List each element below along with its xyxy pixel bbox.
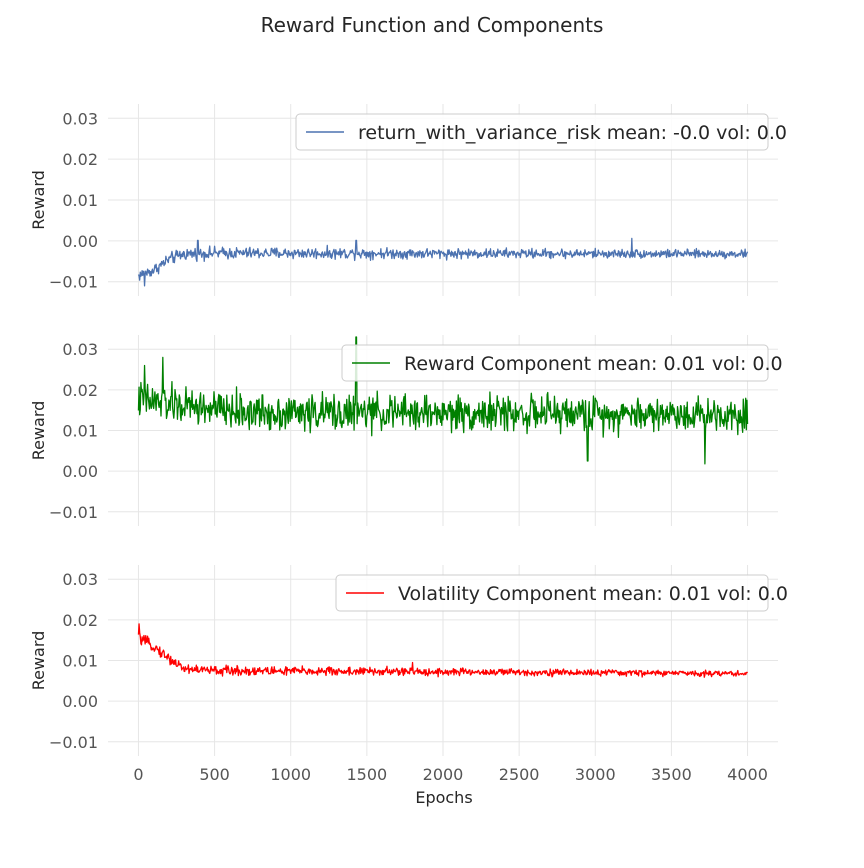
series-line xyxy=(137,623,748,678)
x-tick-label: 3500 xyxy=(651,765,692,784)
legend-box xyxy=(335,574,769,612)
y-tick-label: 0.03 xyxy=(62,340,98,359)
x-tick-label: 2000 xyxy=(423,765,464,784)
y-tick-label: 0.03 xyxy=(62,109,98,128)
y-tick-label: 0.02 xyxy=(62,150,98,169)
x-tick-label: 1500 xyxy=(347,765,388,784)
legend-label: return_with_variance_risk mean: -0.0 vol… xyxy=(358,122,787,144)
y-axis-label: Reward xyxy=(29,170,48,230)
y-tick-label: 0.00 xyxy=(62,462,98,481)
y-tick-label: −0.01 xyxy=(49,273,98,292)
y-tick-label: 0.01 xyxy=(62,422,98,441)
x-tick-label: 500 xyxy=(199,765,230,784)
x-tick-label: 4000 xyxy=(727,765,768,784)
x-tick-label: 2500 xyxy=(499,765,540,784)
series-line xyxy=(137,237,749,287)
x-tick-label: 3000 xyxy=(575,765,616,784)
legend-label: Reward Component mean: 0.01 vol: 0.0 xyxy=(404,353,783,375)
legend-label: Volatility Component mean: 0.01 vol: 0.0 xyxy=(398,583,788,605)
y-tick-label: 0.01 xyxy=(62,652,98,671)
x-tick-label: 1000 xyxy=(270,765,311,784)
figure-title: Reward Function and Components xyxy=(261,13,604,37)
x-axis-label: Epochs xyxy=(415,788,472,807)
y-tick-label: 0.00 xyxy=(62,232,98,251)
y-tick-label: −0.01 xyxy=(49,503,98,522)
legend-box xyxy=(341,344,769,382)
y-tick-label: −0.01 xyxy=(49,733,98,752)
y-tick-label: 0.02 xyxy=(62,381,98,400)
series-line xyxy=(137,336,749,465)
legend-box xyxy=(295,113,769,151)
y-axis-label: Reward xyxy=(29,631,48,691)
y-tick-label: 0.02 xyxy=(62,611,98,630)
y-tick-label: 0.03 xyxy=(62,570,98,589)
y-tick-label: 0.00 xyxy=(62,692,98,711)
y-axis-label: Reward xyxy=(29,401,48,461)
x-tick-label: 0 xyxy=(133,765,143,784)
y-tick-label: 0.01 xyxy=(62,191,98,210)
